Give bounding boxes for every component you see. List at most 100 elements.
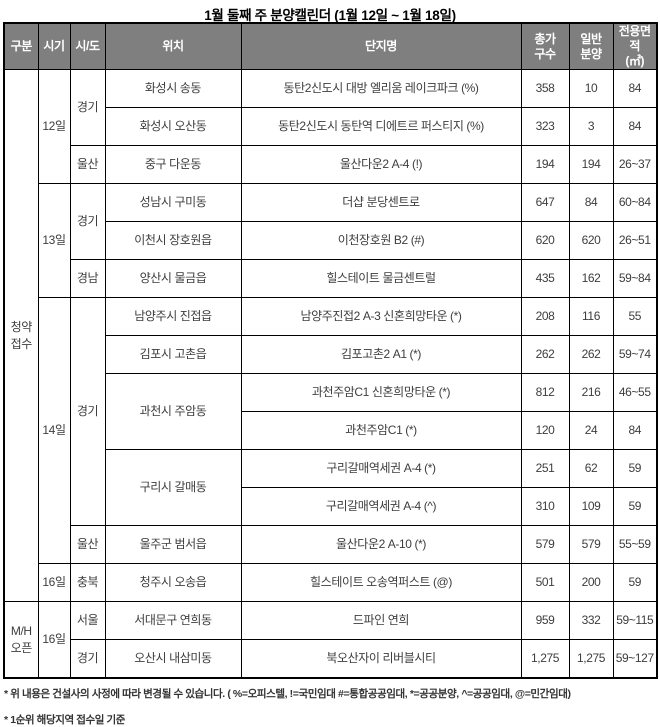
general-sale-cell: 332 [568,601,614,640]
table-row: 구리시 갈매동 구리갈매역세권 A-4 (*) 251 62 59 [4,449,658,526]
general-sale-cell: 62 [568,449,614,488]
area-cell: 55~59 [612,525,658,564]
location-cell: 김포시 고촌읍 [104,335,242,374]
location-cell: 남양주시 진접읍 [104,297,242,336]
header-category: 구분 [3,22,39,70]
general-sale-cell: 194 [568,145,614,184]
footnotes: * 위 내용은 건설사의 사정에 따라 변경될 수 있습니다. ( %=오피스텔… [4,686,660,727]
table-row: 청약 접수 12일 경기 화성시 송동 동탄2신도시 대방 엘리움 레이크파크 … [3,69,658,602]
location-cell: 서대문구 연희동 [104,601,242,640]
location-cell: 성남시 구미동 [104,183,242,222]
general-sale-cell: 24 [568,411,614,450]
table-row: 13일 경기 성남시 구미동 더샵 분당센트로 647 84 60~84 [4,183,658,298]
complex-cell: 울산다운2 A-4 (!) [240,145,522,184]
complex-cell: 힐스테이트 물금센트럴 [240,259,522,298]
general-sale-cell: 200 [568,563,614,602]
general-sale-cell: 262 [568,335,614,374]
phase-cell: 청약 접수 [3,69,39,602]
table-row: M/H 오픈 16일 서울 서대문구 연희동 드파인 연희 959 332 59… [3,601,658,679]
area-cell: 59~74 [612,335,658,374]
page-title: 1월 둘째 주 분양캘린더 (1월 12일 ~ 1월 18일) [204,8,456,23]
total-units-cell: 579 [520,525,570,564]
area-cell: 26~51 [612,221,658,260]
total-units-cell: 120 [520,411,570,450]
table-row: 과천주암C1 (*) 120 24 84 [4,411,658,450]
area-cell: 59 [612,449,658,488]
header-date: 시기 [37,22,71,70]
total-units-cell: 208 [520,297,570,336]
complex-cell: 이천장호원 B2 (#) [240,221,522,260]
header-complex-name: 단지명 [240,22,522,70]
area-cell: 26~37 [612,145,658,184]
region-cell: 경기 [69,69,106,146]
location-cell: 화성시 오산동 [104,107,242,146]
location-cell: 중구 다운동 [104,145,242,184]
general-sale-cell: 3 [568,107,614,146]
table-row: 14일 경기 남양주시 진접읍 남양주진접2 A-3 신혼희망타운 (*) 20… [4,297,658,564]
complex-cell: 김포고촌2 A1 (*) [240,335,522,374]
table-row: 경기 오산시 내삼미동 북오산자이 리버블시티 1,275 1,275 59~1… [4,639,658,679]
table-row: 울산 울주군 범서읍 울산다운2 A-10 (*) 579 579 55~59 [4,525,658,564]
general-sale-cell: 579 [568,525,614,564]
complex-cell: 구리갈매역세권 A-4 (^) [240,487,522,526]
table-row: 화성시 오산동 동탄2신도시 동탄역 디에트르 퍼스티지 (%) 323 3 8… [4,107,658,146]
total-units-cell: 959 [520,601,570,640]
area-cell: 84 [612,107,658,146]
table-row: 울산 중구 다운동 울산다운2 A-4 (!) 194 194 26~37 [4,145,658,184]
location-cell: 구리시 갈매동 [104,449,242,526]
region-cell: 경기 [69,639,106,679]
header-general-sale: 일반 분양 [568,22,614,70]
header-total-units: 총가 구수 [520,22,570,70]
area-cell: 59~127 [612,639,658,679]
total-units-cell: 620 [520,221,570,260]
table-row: 경남 양산시 물금읍 힐스테이트 물금센트럴 435 162 59~84 [4,259,658,298]
region-cell: 경기 [69,183,106,260]
complex-cell: 울산다운2 A-10 (*) [240,525,522,564]
general-sale-cell: 109 [568,487,614,526]
table-row: 16일 충북 청주시 오송읍 힐스테이트 오송역퍼스트 (@) 501 200 … [4,563,658,602]
complex-cell: 구리갈매역세권 A-4 (*) [240,449,522,488]
complex-cell: 동탄2신도시 대방 엘리움 레이크파크 (%) [240,69,522,108]
general-sale-cell: 10 [568,69,614,108]
header-region: 시/도 [69,22,106,70]
day-cell: 12일 [37,69,71,184]
header-location: 위치 [104,22,242,70]
general-sale-cell: 620 [568,221,614,260]
location-cell: 청주시 오송읍 [104,563,242,602]
location-cell: 울주군 범서읍 [104,525,242,564]
header-area: 전용면적 (㎡) [612,22,658,70]
footnote-criteria: * 1순위 해당지역 접수일 기준 [4,714,126,726]
complex-cell: 드파인 연희 [240,601,522,640]
general-sale-cell: 1,275 [568,639,614,679]
location-cell: 오산시 내삼미동 [104,639,242,679]
table-row: 과천시 주암동 과천주암C1 신혼희망타운 (*) 812 216 46~55 [4,373,658,450]
header-row: 구분 시기 시/도 위치 단지명 총가 구수 일반 분양 전용면적 (㎡) [3,22,658,70]
total-units-cell: 647 [520,183,570,222]
region-cell: 서울 [69,601,106,640]
total-units-cell: 1,275 [520,639,570,679]
general-sale-cell: 162 [568,259,614,298]
region-cell: 울산 [69,145,106,184]
total-units-cell: 358 [520,69,570,108]
region-cell: 충북 [69,563,106,602]
complex-cell: 과천주암C1 신혼희망타운 (*) [240,373,522,412]
phase-cell: M/H 오픈 [3,601,39,679]
area-cell: 84 [612,411,658,450]
area-cell: 60~84 [612,183,658,222]
location-cell: 과천시 주암동 [104,373,242,450]
region-cell: 경기 [69,297,106,526]
area-cell: 46~55 [612,373,658,412]
day-cell: 13일 [37,183,71,298]
complex-cell: 과천주암C1 (*) [240,411,522,450]
total-units-cell: 812 [520,373,570,412]
area-cell: 84 [612,69,658,108]
complex-cell: 힐스테이트 오송역퍼스트 (@) [240,563,522,602]
total-units-cell: 251 [520,449,570,488]
subscription-calendar-table: 구분 시기 시/도 위치 단지명 총가 구수 일반 분양 전용면적 (㎡) 청약… [3,22,658,679]
complex-cell: 남양주진접2 A-3 신혼희망타운 (*) [240,297,522,336]
total-units-cell: 323 [520,107,570,146]
location-cell: 이천시 장호원읍 [104,221,242,260]
area-cell: 59 [612,487,658,526]
general-sale-cell: 216 [568,373,614,412]
table-row: 김포시 고촌읍 김포고촌2 A1 (*) 262 262 59~74 [4,335,658,374]
